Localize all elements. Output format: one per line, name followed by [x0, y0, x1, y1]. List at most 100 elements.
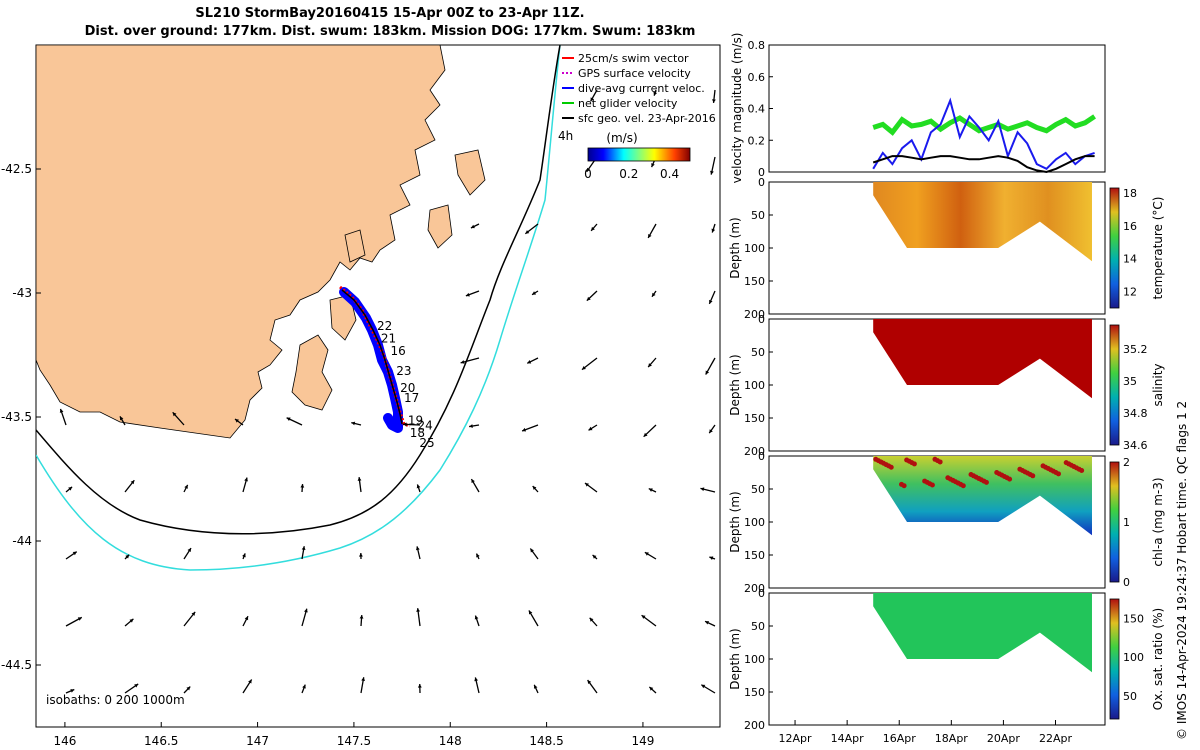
vector-arrow-head	[234, 419, 239, 423]
vector-arrow-head	[653, 91, 658, 96]
depth-tick-label: 200	[744, 582, 765, 595]
velocity-y-ticks: 0 0.2 0.4 0.6 0.8	[748, 39, 773, 179]
vector-arrow-head	[130, 480, 135, 485]
isobath-1000m	[36, 45, 561, 571]
vector-arrow-head	[125, 554, 130, 559]
vector-arrow-head	[641, 615, 646, 619]
chl-high-marker	[1007, 476, 1013, 482]
section-panel: 0 50 100 150 200 Depth (m) 0 1 2 chl-a (mg m-3)	[728, 450, 1165, 595]
map-x-tick-label: 146.5	[144, 734, 178, 748]
legend-entry: net glider velocity	[578, 97, 678, 110]
track-day-label: 21	[381, 332, 396, 346]
velocity-y-label: velocity magnitude (m/s)	[730, 33, 744, 184]
speed-colorbar-tick-label: 0.4	[660, 167, 679, 181]
chl-high-marker	[937, 459, 943, 465]
velocity-series-line	[872, 97, 1095, 171]
chl-high-marker	[1079, 468, 1085, 474]
depth-axis-label: Depth (m)	[728, 628, 742, 689]
vector-arrow-head	[68, 486, 73, 491]
depth-tick-label: 200	[744, 308, 765, 321]
depth-tick-label: 200	[744, 445, 765, 458]
section-panel: 0 50 100 150 200 Depth (m) 12 14 16 18 temperature…	[728, 176, 1165, 321]
legend-entry: 25cm/s swim vector	[578, 52, 689, 65]
isobath-200m	[36, 45, 561, 535]
track-day-label: 20	[400, 381, 415, 395]
map-y-tick-label: -44.5	[1, 658, 32, 672]
vector-arrow-head	[648, 233, 652, 238]
time-axis-tick-labels: 12Apr 14Apr 16Apr 18Apr 20Apr 22Apr	[779, 720, 1073, 745]
vector-arrow-head	[586, 167, 591, 172]
vector-arrow-head	[59, 408, 64, 413]
map-legend: 25cm/s swim vector GPS surface velocity di…	[562, 52, 716, 125]
map-x-tick-label: 149	[631, 734, 654, 748]
velocity-series-line	[872, 155, 1095, 174]
section-colorbar-label: salinity	[1151, 363, 1165, 406]
time-tick-label: 22Apr	[1039, 732, 1073, 745]
land-mass	[36, 45, 446, 439]
depth-tick-label: 0	[758, 313, 765, 326]
vector-arrow-head	[700, 487, 705, 492]
section-colorbar-label: temperature (°C)	[1151, 197, 1165, 300]
track-day-label: 16	[391, 344, 406, 358]
vector-arrow-head	[471, 479, 475, 484]
vector-arrow-head	[711, 228, 716, 233]
section-colorbar-label: Ox. sat. ratio (%)	[1151, 608, 1165, 710]
depth-axis-label: Depth (m)	[728, 217, 742, 278]
vector-arrow-head	[465, 292, 470, 297]
vector-arrow-head	[648, 488, 653, 492]
depth-tick-label: 150	[744, 686, 765, 699]
depth-tick-label: 150	[744, 275, 765, 288]
track-day-label: 17	[404, 391, 419, 405]
speed-colorbar-tick-label: 0.2	[619, 167, 638, 181]
vector-arrow-head	[474, 615, 479, 620]
legend-interval-label: 4h	[558, 129, 573, 143]
glider-track-black	[341, 289, 403, 425]
section-data-fill	[873, 182, 1092, 262]
vector-arrow-head	[417, 684, 422, 688]
chl-high-marker	[888, 464, 894, 470]
vector-arrow-head	[476, 553, 480, 558]
track-day-label: 23	[396, 364, 411, 378]
vector-arrow-head	[590, 97, 595, 102]
vector-arrow-head	[415, 546, 420, 551]
section-colorbar-tick-label: 16	[1123, 220, 1137, 233]
vector-arrow-head	[644, 552, 649, 556]
depth-tick-label: 100	[744, 516, 765, 529]
section-colorbar	[1109, 324, 1120, 446]
section-colorbar-tick-label: 100	[1123, 651, 1144, 664]
track-day-label: 24	[417, 418, 432, 432]
vector-arrow-head	[527, 360, 532, 364]
vector-arrow-head	[460, 360, 465, 364]
velocity-y-tick-label: 0.4	[748, 103, 766, 116]
vector-arrow-head	[403, 422, 407, 427]
map-x-tick-label: 147.5	[337, 734, 371, 748]
map-y-tick-label: -43.5	[1, 410, 32, 424]
depth-tick-label: 150	[744, 412, 765, 425]
time-tick-label: 16Apr	[883, 732, 917, 745]
vector-arrow-head	[709, 556, 714, 560]
speed-colorbar	[587, 147, 691, 162]
velocity-y-tick-label: 0	[758, 166, 765, 179]
track-day-label: 25	[419, 436, 434, 450]
track-day-label: 22	[377, 319, 392, 333]
vector-arrow-head	[474, 677, 479, 682]
vector-arrow-head	[470, 224, 475, 229]
vector-arrow-head	[701, 684, 706, 689]
section-colorbar-tick-label: 34.8	[1123, 407, 1148, 420]
vector-arrow-head	[244, 477, 248, 482]
vector-arrow-head	[528, 610, 533, 615]
vector-arrow-head	[357, 477, 362, 481]
vector-arrow-head	[70, 689, 75, 693]
vector-arrow-head	[592, 554, 597, 559]
depth-tick-label: 50	[751, 483, 765, 496]
chl-high-marker	[1055, 471, 1061, 477]
speed-colorbar-tick-label: 0	[584, 167, 592, 181]
map-y-tick-labels: -42.5 -43 -43.5 -44 -44.5	[1, 162, 41, 672]
isobaths-label: isobaths: 0 200 1000m	[46, 693, 185, 707]
map-y-tick-label: -43	[12, 286, 32, 300]
section-colorbar-tick-label: 35.2	[1123, 343, 1148, 356]
vector-arrow-head	[643, 432, 648, 437]
vector-arrow-head	[248, 679, 252, 684]
